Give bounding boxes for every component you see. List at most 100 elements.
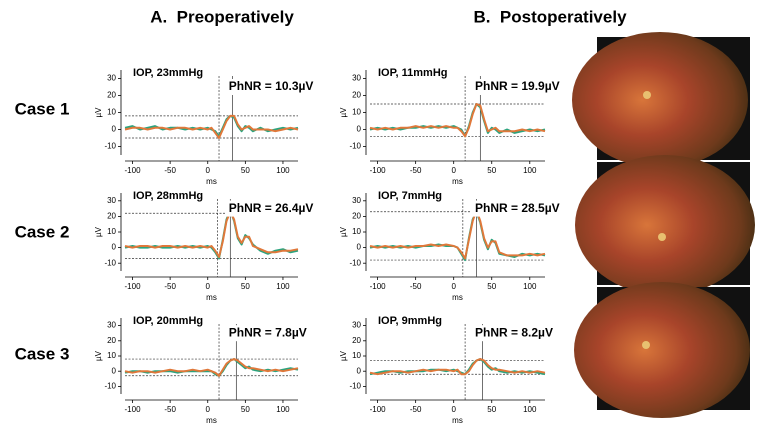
y-axis-label: µV [94,226,103,237]
x-tick-label: -50 [164,405,176,414]
x-tick-label: -50 [410,166,422,175]
x-tick-label: 50 [241,166,250,175]
waveform [124,209,299,260]
x-tick-label: 50 [241,405,250,414]
x-tick-label: 100 [276,166,290,175]
iop-label: IOP, 11mmHg [378,67,448,79]
y-tick-label: 20 [352,212,361,221]
y-tick-label: 0 [112,243,117,252]
iop-label: IOP, 20mmHg [133,315,203,327]
y-tick-label: 10 [107,227,116,236]
y-tick-label: 20 [107,336,116,345]
y-tick-label: -10 [349,382,361,391]
y-tick-label: 20 [352,336,361,345]
waveform [124,114,299,138]
x-tick-label: -50 [164,282,176,291]
x-tick-label: -50 [164,166,176,175]
waveform [369,103,546,138]
phnr-bg [225,79,302,95]
y-tick-label: 30 [352,321,361,330]
x-tick-label: -100 [125,405,142,414]
y-tick-label: 20 [352,91,361,100]
y-tick-label: 0 [357,243,362,252]
iop-label: IOP, 23mmHg [133,67,203,79]
waveform [124,114,299,139]
column-header: A. Preoperatively [150,7,294,26]
phnr-label: PhNR = 19.9µV [475,79,560,93]
waveform [369,209,546,260]
y-tick-label: 0 [112,366,117,375]
fundus-photo [574,282,750,418]
iop-label: IOP, 7mmHg [378,190,442,202]
row-label: Case 3 [15,344,70,363]
y-axis-label: µV [339,350,348,361]
x-tick-label: 100 [523,405,537,414]
x-tick-label: 0 [206,166,211,175]
fundus-photo [575,155,755,295]
y-tick-label: 0 [357,366,362,375]
x-tick-label: 100 [523,166,537,175]
y-axis-label: µV [339,107,348,118]
y-tick-label: 0 [112,125,117,134]
y-tick-label: 30 [352,74,361,83]
phnr-bg [471,79,549,95]
waveform [369,210,546,262]
x-axis-label: ms [206,293,217,302]
y-tick-label: 30 [107,321,116,330]
x-tick-label: -100 [370,282,387,291]
y-tick-label: 20 [107,91,116,100]
y-tick-label: 0 [357,125,362,134]
iop-label: IOP, 28mmHg [133,190,203,202]
x-tick-label: 0 [451,282,456,291]
waveform [369,103,546,138]
row-label: Case 1 [15,99,70,118]
x-tick-label: 50 [487,166,496,175]
y-axis-label: µV [94,107,103,118]
phnr-label: PhNR = 28.5µV [475,201,560,215]
phnr-bg [471,200,549,217]
column-header: B. Postoperatively [473,7,627,26]
y-tick-label: 10 [352,227,361,236]
y-tick-label: -10 [104,142,116,151]
x-tick-label: 50 [241,282,250,291]
x-axis-label: ms [452,293,463,302]
x-axis-label: ms [206,416,217,425]
y-tick-label: 10 [352,108,361,117]
waveform [124,210,299,258]
x-axis-label: ms [452,177,463,186]
x-tick-label: -50 [410,282,422,291]
x-tick-label: 50 [487,405,496,414]
y-tick-label: -10 [349,258,361,267]
x-tick-label: 0 [451,405,456,414]
y-tick-label: -10 [349,142,361,151]
phnr-label: PhNR = 8.2µV [475,325,553,339]
y-tick-label: 10 [107,351,116,360]
x-tick-label: 50 [487,282,496,291]
y-tick-label: 30 [352,196,361,205]
fundus-photo [572,32,750,168]
phnr-label: PhNR = 7.8µV [229,325,307,339]
y-tick-label: -10 [104,382,116,391]
phnr-bg [471,325,549,342]
waveform [124,358,299,377]
x-tick-label: 0 [206,282,211,291]
x-axis-label: ms [452,416,463,425]
phnr-bg [225,325,302,342]
x-tick-label: -50 [410,405,422,414]
x-tick-label: 0 [206,405,211,414]
y-axis-label: µV [339,226,348,237]
x-tick-label: -100 [125,166,142,175]
y-tick-label: 10 [107,108,116,117]
phnr-label: PhNR = 10.3µV [229,79,314,93]
x-axis-label: ms [206,177,217,186]
phnr-bg [225,200,302,217]
phnr-label: PhNR = 26.4µV [229,201,314,215]
x-tick-label: -100 [370,405,387,414]
x-tick-label: 0 [451,166,456,175]
x-tick-label: 100 [523,282,537,291]
y-tick-label: 30 [107,196,116,205]
y-axis-label: µV [94,350,103,361]
y-tick-label: -10 [104,258,116,267]
